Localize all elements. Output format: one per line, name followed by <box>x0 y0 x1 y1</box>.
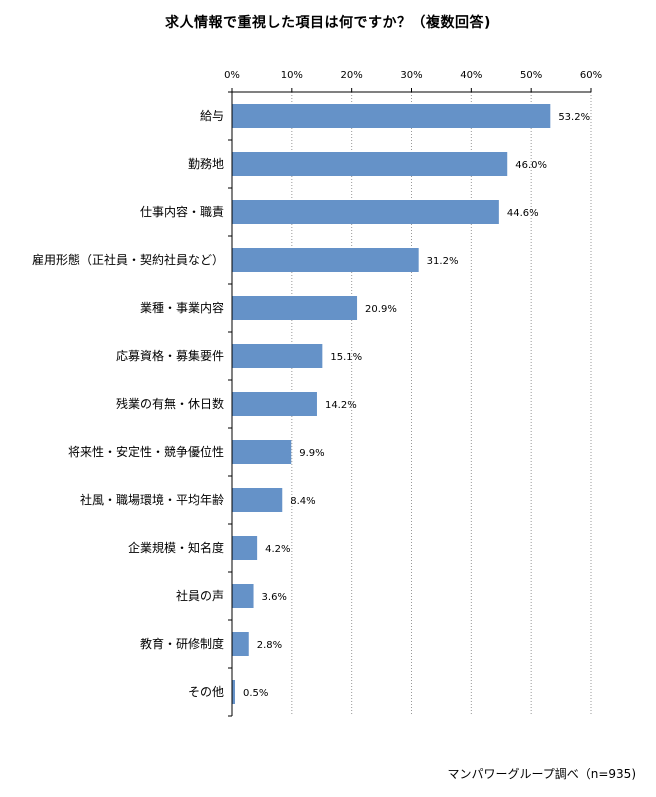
category-label: 給与 <box>200 109 224 123</box>
value-label: 44.6% <box>507 208 539 219</box>
source-note: マンパワーグループ調べ（n=935) <box>447 767 636 781</box>
value-label: 0.5% <box>243 688 268 699</box>
x-tick-label: 40% <box>460 70 482 81</box>
axes <box>228 88 592 717</box>
category-label: 社風・職場環境・平均年齢 <box>80 492 224 507</box>
category-label: 企業規模・知名度 <box>128 540 224 555</box>
category-label: 雇用形態（正社員・契約社員など） <box>32 252 224 267</box>
value-label: 31.2% <box>427 256 459 267</box>
bar <box>232 200 499 224</box>
category-label: 残業の有無・休日数 <box>116 396 224 411</box>
x-tick-label: 10% <box>281 70 303 81</box>
bar <box>232 392 317 416</box>
value-label: 20.9% <box>365 304 397 315</box>
category-label: その他 <box>188 685 224 699</box>
value-label: 9.9% <box>299 448 324 459</box>
bar <box>232 440 292 464</box>
labels: 0% 10% 20% 30% 40% 50% 60% 給与 53.2% 勤務地 46.0% 仕事内容・… <box>32 70 602 699</box>
bar <box>232 104 551 128</box>
category-label: 社員の声 <box>176 588 224 603</box>
bar <box>232 152 508 176</box>
bar <box>232 584 254 608</box>
chart-title: 求人情報で重視した項目は何ですか？（複数回答) <box>165 15 491 31</box>
value-label: 8.4% <box>290 496 315 507</box>
bar <box>232 296 358 320</box>
value-label: 46.0% <box>515 160 547 171</box>
value-label: 4.2% <box>265 544 290 555</box>
bars <box>232 104 551 704</box>
x-tick-label: 0% <box>224 70 240 81</box>
x-tick-label: 20% <box>341 70 363 81</box>
value-label: 2.8% <box>257 640 282 651</box>
category-label: 教育・研修制度 <box>140 636 224 651</box>
value-label: 14.2% <box>325 400 357 411</box>
bar <box>232 680 235 704</box>
bar <box>232 536 258 560</box>
bar <box>232 632 249 656</box>
value-label: 15.1% <box>330 352 362 363</box>
category-label: 応募資格・募集要件 <box>116 348 224 363</box>
x-tick-label: 30% <box>400 70 422 81</box>
category-label: 業種・事業内容 <box>140 300 224 315</box>
bar <box>232 248 419 272</box>
bar <box>232 488 283 512</box>
bar <box>232 344 323 368</box>
x-tick-label: 60% <box>580 70 602 81</box>
category-label: 将来性・安定性・競争優位性 <box>68 444 224 459</box>
value-label: 3.6% <box>262 592 287 603</box>
category-label: 勤務地 <box>188 157 224 171</box>
value-label: 53.2% <box>558 112 590 123</box>
x-tick-label: 50% <box>520 70 542 81</box>
category-label: 仕事内容・職責 <box>140 204 224 219</box>
